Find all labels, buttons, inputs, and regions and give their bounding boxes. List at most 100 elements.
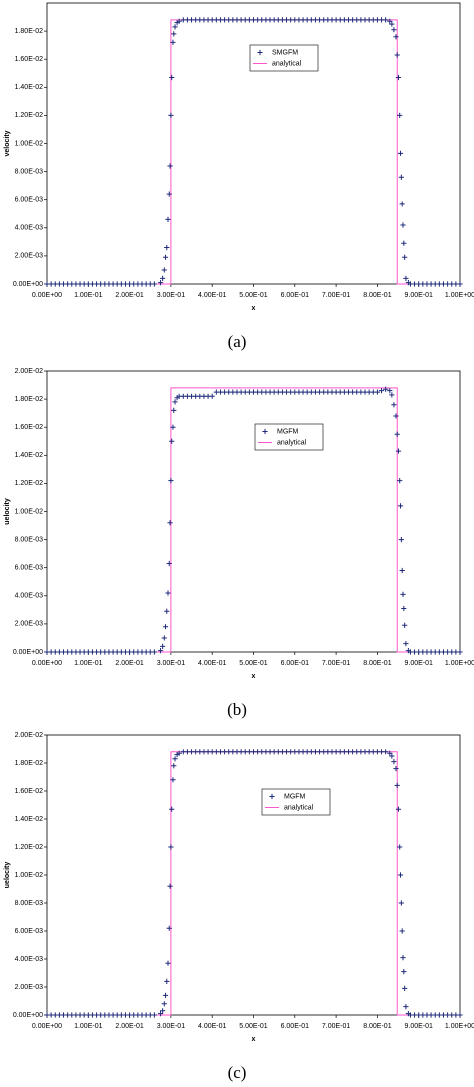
data-point xyxy=(165,590,171,596)
x-tick-label: 0.00E+00 xyxy=(32,660,62,667)
x-tick-label: 0.00E+00 xyxy=(32,1023,62,1030)
legend: MGFM analytical xyxy=(254,423,324,451)
x-tick-label: 1.00E-01 xyxy=(74,1023,103,1030)
x-tick-label: 1.00E-01 xyxy=(74,660,103,667)
data-point xyxy=(457,1012,463,1018)
data-point xyxy=(397,844,403,850)
data-point xyxy=(402,985,408,991)
data-point xyxy=(374,389,380,395)
x-tick-label: 1.00E-01 xyxy=(74,292,103,299)
data-point xyxy=(166,191,172,197)
y-tick-label: 8.00E-03 xyxy=(15,168,44,175)
caption: (b) xyxy=(227,700,247,719)
data-point xyxy=(394,52,400,58)
y-axis-label: uelocity xyxy=(4,862,11,889)
data-point xyxy=(399,928,405,934)
data-point xyxy=(164,608,170,614)
data-point xyxy=(172,756,178,762)
data-point xyxy=(172,399,178,405)
y-tick-label: 1.20E-02 xyxy=(15,112,44,119)
data-point xyxy=(165,960,171,966)
x-tick-label: 3.00E-01 xyxy=(157,1023,186,1030)
data-point xyxy=(176,18,182,24)
data-point xyxy=(400,591,406,597)
data-point xyxy=(394,782,400,788)
y-tick-label: 1.40E-02 xyxy=(15,816,44,823)
y-tick-label: 1.80E-02 xyxy=(15,760,44,767)
y-tick-label: 1.00E-02 xyxy=(15,508,44,515)
y-tick-label: 1.60E-02 xyxy=(15,424,44,431)
legend-label: MGFM xyxy=(277,428,299,435)
legend-label: SMGFM xyxy=(272,49,298,56)
data-point xyxy=(164,978,170,984)
data-point xyxy=(391,759,397,765)
data-point xyxy=(209,393,215,399)
x-axis-label: x xyxy=(252,673,256,680)
data-point xyxy=(170,424,176,430)
data-point xyxy=(169,438,175,444)
data-point xyxy=(170,777,176,783)
data-point xyxy=(398,537,404,543)
data-point xyxy=(402,622,408,628)
data-point xyxy=(403,275,409,281)
chart: 0.00E+00 2.00E-03 4.00E-03 6.00E-03 8.00E-03… xyxy=(4,368,474,719)
data-point xyxy=(168,112,174,118)
data-point xyxy=(393,766,399,772)
y-tick-label: 8.00E-03 xyxy=(15,536,44,543)
x-tick-label: 7.00E-01 xyxy=(322,660,351,667)
legend: SMGFM analytical xyxy=(249,44,319,72)
data-point xyxy=(169,806,175,812)
data-point xyxy=(393,34,399,40)
y-tick-label: 1.80E-02 xyxy=(15,28,44,35)
data-point xyxy=(401,605,407,612)
data-point xyxy=(397,112,403,118)
data-point xyxy=(383,386,389,392)
data-point xyxy=(167,163,173,169)
x-tick-label: 7.00E-01 xyxy=(322,292,351,299)
y-tick-label: 6.00E-03 xyxy=(15,565,44,572)
data-point xyxy=(403,640,409,647)
data-point xyxy=(403,1004,409,1010)
y-tick-label: 1.80E-02 xyxy=(15,396,44,403)
y-tick-label: 1.20E-02 xyxy=(15,844,44,851)
x-tick-label: 8.00E-01 xyxy=(363,1023,392,1030)
data-point xyxy=(391,27,397,33)
data-point xyxy=(171,31,177,37)
data-point xyxy=(402,254,408,260)
data-point xyxy=(160,1008,166,1014)
data-point xyxy=(401,969,407,975)
plot-area xyxy=(46,734,461,1016)
x-tick-label: 9.00E-01 xyxy=(404,660,433,667)
data-point xyxy=(457,281,463,287)
data-point xyxy=(400,955,406,961)
y-tick-label: 1.60E-02 xyxy=(15,788,44,795)
data-point xyxy=(161,1001,167,1007)
data-point xyxy=(168,844,174,850)
data-point xyxy=(397,503,404,509)
x-tick-label: 9.00E-01 xyxy=(404,1023,433,1030)
y-tick-label: 0.00E+00 xyxy=(13,281,43,288)
data-point xyxy=(176,750,182,756)
legend-marker xyxy=(257,49,263,56)
data-point xyxy=(401,240,407,246)
data-point xyxy=(387,18,393,24)
y-axis-label: uelocity xyxy=(4,498,11,525)
data-point xyxy=(395,806,402,812)
data-point xyxy=(389,21,395,27)
y-tick-label: 2.00E-03 xyxy=(15,253,44,260)
legend-label: analytical xyxy=(277,439,307,446)
data-point xyxy=(383,749,389,755)
y-tick-label: 1.60E-02 xyxy=(15,56,44,63)
x-tick-label: 5.00E-01 xyxy=(239,660,268,667)
y-tick-label: 1.00E-02 xyxy=(15,872,44,879)
data-point xyxy=(160,275,166,281)
data-point xyxy=(397,872,404,878)
data-point xyxy=(171,763,177,769)
x-axis-label: x xyxy=(252,1036,256,1043)
y-tick-label: 0.00E+00 xyxy=(13,1012,43,1019)
x-tick-label: 1.00E+00 xyxy=(445,292,474,299)
data-point xyxy=(170,39,176,45)
y-tick-label: 2.00E-03 xyxy=(15,984,44,991)
data-point xyxy=(162,624,169,630)
data-point xyxy=(160,643,166,649)
